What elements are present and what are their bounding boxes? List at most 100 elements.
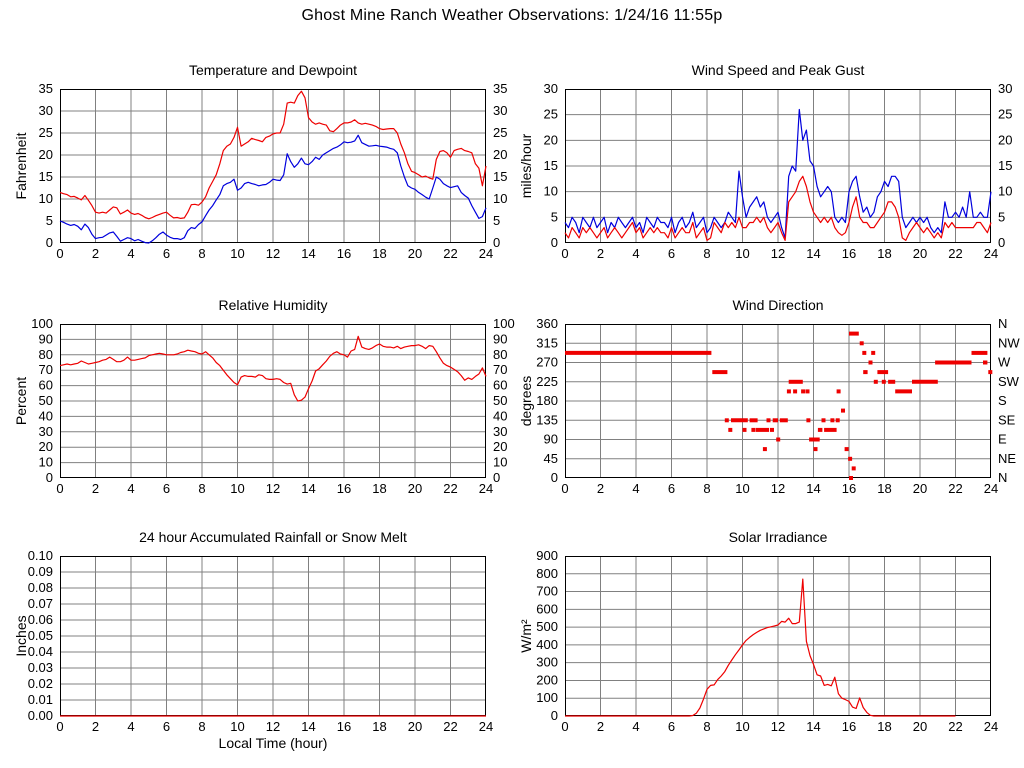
- y-tick-label: 0: [551, 708, 558, 723]
- x-tick-label: 0: [561, 481, 568, 496]
- x-tick-label: 12: [266, 719, 280, 734]
- x-tick-label: 22: [948, 719, 962, 734]
- x-tick-label: 10: [230, 246, 244, 261]
- y-tick-label: 0: [46, 470, 53, 485]
- y-tick-label: 20: [544, 132, 558, 147]
- y-tick-label: 400: [536, 637, 558, 652]
- x-tick-label: 12: [266, 246, 280, 261]
- y-tick-label-right: N: [998, 316, 1007, 331]
- x-tick-label: 2: [92, 246, 99, 261]
- x-tick-label: 14: [301, 246, 315, 261]
- y-tick-label: 40: [39, 408, 53, 423]
- x-tick-label: 10: [735, 246, 749, 261]
- y-tick-label-right: 10: [493, 191, 507, 206]
- x-tick-label: 18: [372, 481, 386, 496]
- y-tick-label-right: E: [998, 432, 1007, 447]
- y-tick-label: 700: [536, 584, 558, 599]
- x-tick-label: 6: [163, 246, 170, 261]
- y-tick-label: 180: [536, 393, 558, 408]
- x-tick-label: 8: [198, 719, 205, 734]
- x-tick-label: 20: [913, 719, 927, 734]
- y-tick-label: 0: [46, 235, 53, 250]
- x-tick-label: 14: [301, 719, 315, 734]
- chart-title-wind-speed-gust: Wind Speed and Peak Gust: [691, 62, 865, 78]
- x-tick-label: 24: [479, 719, 493, 734]
- chart-title-relative-humidity: Relative Humidity: [218, 297, 328, 313]
- y-tick-label: 10: [39, 191, 53, 206]
- plot-border: [565, 324, 991, 478]
- x-tick-label: 16: [842, 719, 856, 734]
- series-wind-speed-line: [564, 175, 992, 241]
- series-irradiance-line: [565, 578, 956, 717]
- y-tick-label-right: S: [998, 393, 1007, 408]
- x-tick-label: 6: [163, 481, 170, 496]
- x-tick-label: 0: [561, 719, 568, 734]
- y-tick-label: 70: [39, 362, 53, 377]
- x-tick-label: 16: [337, 719, 351, 734]
- series-humidity-line: [59, 335, 487, 402]
- y-tick-label: 300: [536, 655, 558, 670]
- y-tick-label: 0.00: [28, 708, 53, 723]
- y-tick-label: 0.04: [28, 644, 53, 659]
- y-tick-label: 360: [536, 316, 558, 331]
- y-tick-label: 35: [39, 81, 53, 96]
- x-tick-label: 18: [877, 246, 891, 261]
- x-tick-label: 4: [127, 719, 134, 734]
- y-tick-label: 0.07: [28, 596, 53, 611]
- y-tick-label-right: SE: [998, 412, 1016, 427]
- x-tick-label: 12: [771, 719, 785, 734]
- y-tick-label: 0.02: [28, 676, 53, 691]
- y-axis-label-fahrenheit: Fahrenheit: [13, 132, 29, 200]
- y-tick-label: 0: [551, 235, 558, 250]
- y-tick-label: 50: [39, 393, 53, 408]
- y-tick-label-right: 20: [493, 439, 507, 454]
- x-tick-label: 14: [806, 481, 820, 496]
- y-tick-label-right: SW: [998, 374, 1020, 389]
- y-tick-label-right: 25: [493, 125, 507, 140]
- chart-title-rainfall: 24 hour Accumulated Rainfall or Snow Mel…: [139, 529, 407, 545]
- y-tick-label: 900: [536, 548, 558, 563]
- y-tick-label-right: 100: [493, 316, 515, 331]
- plot-border: [565, 89, 991, 243]
- x-tick-label: 16: [337, 481, 351, 496]
- y-tick-label: 100: [536, 690, 558, 705]
- x-tick-label: 22: [443, 719, 457, 734]
- x-tick-label: 2: [597, 246, 604, 261]
- x-tick-label: 22: [443, 481, 457, 496]
- x-tick-label: 20: [913, 246, 927, 261]
- y-tick-label-right: 20: [998, 132, 1012, 147]
- x-tick-label: 20: [408, 481, 422, 496]
- y-tick-label: 30: [544, 81, 558, 96]
- x-tick-label: 20: [913, 481, 927, 496]
- y-tick-label: 225: [536, 374, 558, 389]
- y-tick-label: 15: [39, 169, 53, 184]
- y-tick-label-right: 0: [493, 470, 500, 485]
- y-tick-label-right: 30: [493, 424, 507, 439]
- y-tick-label-right: 50: [493, 393, 507, 408]
- x-tick-label: 0: [56, 481, 63, 496]
- x-tick-label: 2: [597, 719, 604, 734]
- y-tick-label-right: 30: [998, 81, 1012, 96]
- series-peak-gust-line: [564, 108, 992, 239]
- y-tick-label: 10: [544, 184, 558, 199]
- x-tick-label: 2: [597, 481, 604, 496]
- y-tick-label: 500: [536, 619, 558, 634]
- x-axis-label-local-time: Local Time (hour): [218, 735, 328, 751]
- x-tick-label: 6: [163, 719, 170, 734]
- x-tick-label: 6: [668, 481, 675, 496]
- plot-solar-irradiance: 0 2 4 6 8 10 12 14 16 18 20 22 240100200300400500600…: [536, 548, 998, 734]
- y-tick-label-right: 15: [998, 158, 1012, 173]
- x-tick-label: 2: [92, 481, 99, 496]
- y-tick-label-right: 90: [493, 331, 507, 346]
- x-tick-label: 16: [842, 246, 856, 261]
- x-tick-label: 12: [771, 246, 785, 261]
- y-tick-label: 0.05: [28, 628, 53, 643]
- y-axis-label-miles-per-hour: miles/hour: [518, 133, 534, 199]
- x-tick-label: 22: [443, 246, 457, 261]
- y-tick-label: 60: [39, 378, 53, 393]
- x-tick-label: 4: [632, 719, 639, 734]
- x-tick-label: 24: [984, 481, 998, 496]
- y-tick-label-right: 60: [493, 378, 507, 393]
